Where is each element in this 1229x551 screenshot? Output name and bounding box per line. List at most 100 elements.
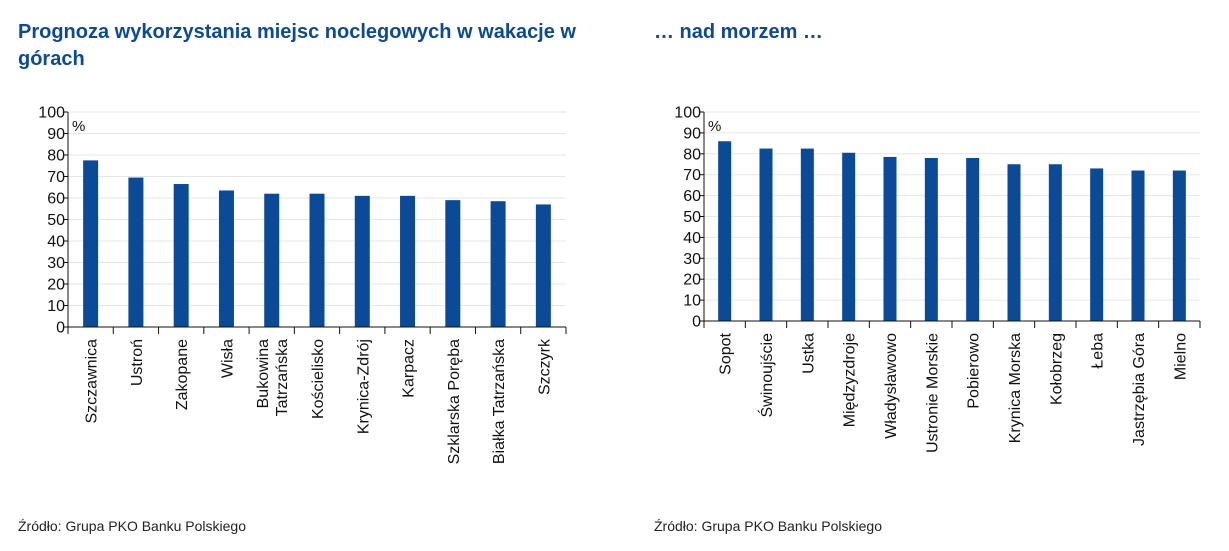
category-label: Krynica Morska [1007,333,1024,443]
category-label-line: Szczawnica [84,339,101,424]
y-tick-label: 0 [56,320,65,337]
y-tick-label: 100 [38,105,65,122]
y-tick-label: 80 [683,146,701,163]
y-tick-label: 20 [47,277,65,294]
source-note-mountains: Źródło: Grupa PKO Banku Polskiego [18,518,247,534]
bar-bukowina-tatrzańska [264,193,280,327]
y-tick-label: 100 [674,105,701,122]
category-label: Świnoujście [757,333,776,418]
category-label: Pobierowo [966,333,983,409]
bar-szczyrk [535,204,551,327]
category-label-line: Zakopane [174,339,191,410]
y-tick-label: 10 [683,293,701,310]
category-label-line: Jastrzębia Góra [1131,333,1148,446]
category-label: Szczawnica [84,339,101,424]
bar-wisła [218,190,234,327]
bar-ustroń [128,177,144,327]
bar-łeba [1090,168,1104,321]
source-note-seaside: Źródło: Grupa PKO Banku Polskiego [654,518,883,534]
bar-kołobrzeg [1048,164,1062,321]
category-label-line: Ustroń [129,339,146,386]
y-tick-label: 90 [47,126,65,143]
y-tick-label: 70 [683,167,701,184]
y-tick-label: 20 [683,272,701,289]
bar-kościelisko [309,193,325,327]
bar-świnoujście [759,148,773,321]
category-label-line: Bukowina [255,339,272,408]
chart-title-mountains: Prognoza wykorzystania miejsc noclegowyc… [18,21,576,70]
category-label-line: Kołobrzeg [1048,333,1065,405]
chart-title-seaside: … nad morzem … [654,21,823,43]
bar-międzyzdroje [842,152,856,321]
category-label-line: Szczyrk [536,338,553,395]
y-tick-label: 90 [683,125,701,142]
bar-zakopane [173,184,189,327]
category-label: Mielno [1172,333,1189,380]
category-label: Zakopane [174,339,191,410]
category-label-line: Szklarska Poręba [446,339,463,464]
category-label-line: Białka Tatrzańska [491,339,508,464]
category-label: Białka Tatrzańska [491,339,508,464]
category-label-line: Władysławowo [883,333,900,439]
category-label-line: Krynica-Zdrój [355,339,372,434]
bar-jastrzębia-góra [1131,170,1145,321]
y-tick-label: 70 [47,169,65,186]
y-tick-label: 0 [692,314,701,331]
category-label: Kołobrzeg [1048,333,1065,405]
y-tick-label: 10 [47,298,65,315]
category-label: Szczyrk [536,338,553,395]
bar-krynica-zdrój [354,195,370,327]
category-label-line: Krynica Morska [1007,333,1024,443]
category-label-line: Ustka [800,333,817,374]
bar-ustronie-morskie [924,157,938,321]
category-label-line: Świnoujście [757,333,776,418]
y-tick-label: 50 [47,212,65,229]
category-label-line: Kościelisko [310,339,327,419]
category-label: Szklarska Poręba [446,339,463,464]
category-label: Kościelisko [310,339,327,419]
y-tick-label: 80 [47,148,65,165]
category-label-line: Międzyzdroje [842,333,859,427]
bar-szczawnica [83,160,99,327]
category-label: Ustroń [129,339,146,386]
bar-sopot [718,141,732,321]
unit-label: % [72,118,85,135]
bar-ustka [800,148,814,321]
bar-białka-tatrzańska [490,201,506,327]
category-label: Jastrzębia Góra [1131,333,1148,446]
bar-szklarska-poręba [445,200,461,327]
bar-karpacz [400,195,416,327]
category-label: Międzyzdroje [842,333,859,427]
category-label-line: Pobierowo [966,333,983,409]
y-tick-label: 30 [683,251,701,268]
y-tick-label: 60 [47,191,65,208]
category-label: Karpacz [401,339,418,398]
category-label: Bukowina Tatrzańska [255,339,291,416]
category-label-line: Wisła [219,339,236,378]
bar-krynica-morska [1007,164,1021,321]
category-label-line: Ustronie Morskie [924,333,941,453]
category-label-line: Łeba [1090,333,1107,369]
y-tick-label: 40 [683,230,701,247]
category-label-line: Sopot [718,332,735,374]
category-label-line: Tatrzańska [274,339,291,416]
y-tick-label: 50 [683,209,701,226]
category-label-line: Mielno [1172,333,1189,380]
y-tick-label: 30 [47,255,65,272]
bar-pobierowo [966,157,980,321]
category-label: Krynica-Zdrój [355,339,372,434]
y-tick-label: 40 [47,234,65,251]
bar-władysławowo [883,156,897,321]
category-label: Sopot [718,332,735,374]
y-tick-label: 60 [683,188,701,205]
category-label-line: Karpacz [401,339,418,398]
category-label: Łeba [1090,333,1107,369]
bar-mielno [1172,170,1186,321]
category-label: Ustronie Morskie [924,333,941,453]
category-label: Władysławowo [883,333,900,439]
category-label: Ustka [800,333,817,374]
unit-label: % [708,118,721,135]
category-label: Wisła [219,339,236,378]
